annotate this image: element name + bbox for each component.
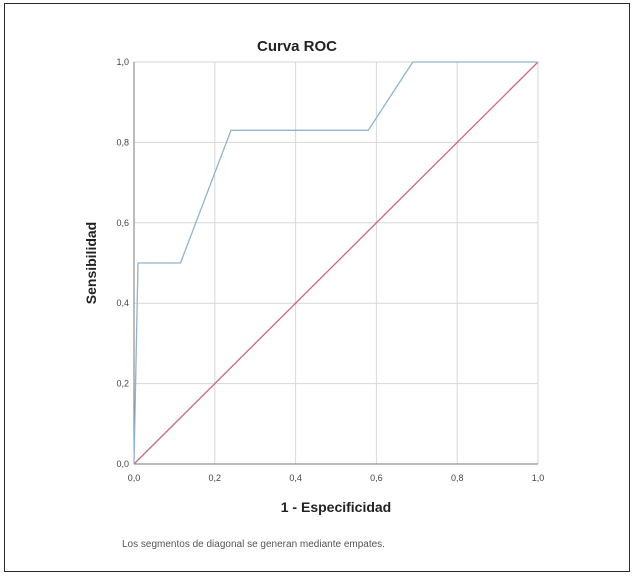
reference-diagonal-line [133, 61, 539, 465]
y-tick-label: 1,0 [116, 57, 129, 67]
chart-frame [4, 3, 630, 572]
x-tick-label: 0,8 [451, 473, 464, 483]
y-tick-label: 0,6 [116, 218, 129, 228]
y-tick-label: 0,8 [116, 137, 129, 147]
x-tick-label: 0,6 [370, 473, 383, 483]
y-tick-label: 0,2 [116, 379, 129, 389]
x-tick-label: 0,4 [289, 473, 302, 483]
footnote: Los segmentos de diagonal se generan med… [122, 539, 385, 550]
chart-title: Curva ROC [257, 38, 337, 55]
y-axis-label: Sensibilidad [83, 222, 99, 304]
roc-curve-line [133, 61, 538, 465]
x-tick-label: 1,0 [532, 473, 545, 483]
x-tick-label: 0,2 [209, 473, 222, 483]
y-tick-label: 0,0 [116, 459, 129, 469]
ticks: 0,0 0,0 0,2 0,2 0,4 0,4 0,6 0,6 0,8 0,8 1,0 1,0 [116, 57, 544, 483]
series-group [133, 61, 539, 465]
x-tick-label: 0,0 [128, 473, 141, 483]
x-axis-label: 1 - Especificidad [281, 499, 391, 515]
y-tick-label: 0,4 [116, 298, 129, 308]
